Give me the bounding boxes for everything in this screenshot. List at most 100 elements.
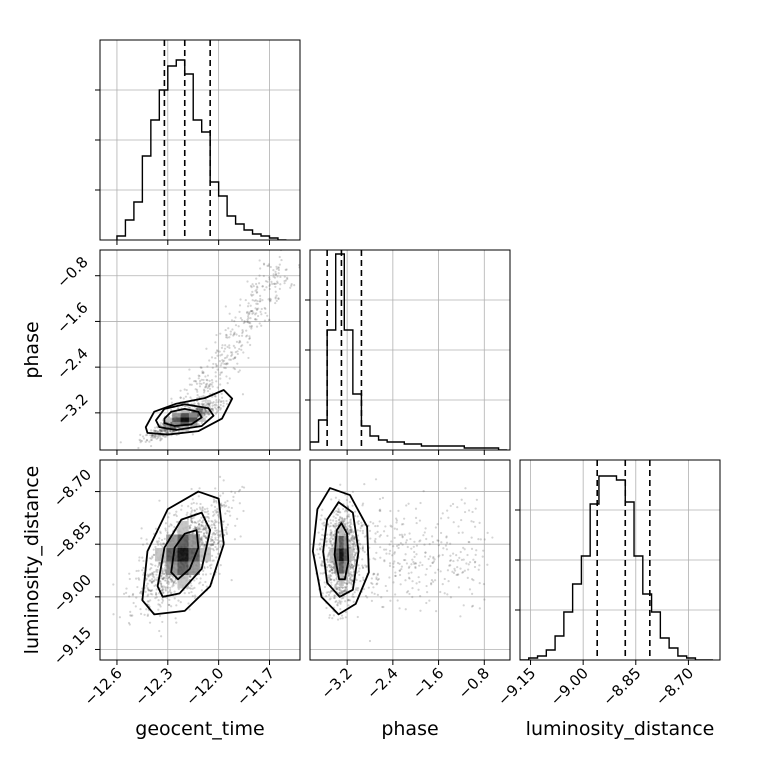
sample-point [212,514,215,517]
sample-point [247,317,250,320]
sample-point [168,512,171,515]
sample-point [168,603,171,607]
sample-point [407,566,410,569]
sample-point [345,579,348,582]
sample-point [199,409,202,412]
sample-point [158,499,161,502]
sample-point [166,431,169,434]
sample-point [162,591,165,594]
sample-point [207,410,210,413]
sample-point [190,520,193,523]
sample-point [248,311,251,314]
sample-point [431,561,434,564]
sample-point [434,526,437,529]
sample-point [280,258,283,262]
sample-point [344,610,347,614]
sample-point [172,430,175,433]
sample-point [204,409,207,412]
sample-point [220,392,223,395]
sample-point [329,578,332,581]
sample-point [419,501,422,505]
sample-point [226,382,229,385]
sample-point [212,559,215,562]
sample-point [233,367,237,371]
x-tick-label-geocent_time: −12.3 [131,664,176,709]
sample-point [209,540,213,543]
sample-point [411,587,414,590]
sample-point [162,576,166,579]
sample-point [188,368,191,371]
sample-point [353,561,357,564]
sample-point [449,564,452,567]
sample-point [225,362,229,365]
sample-point [191,594,194,598]
sample-point [419,539,422,542]
sample-point [193,521,197,524]
sample-point [204,526,207,529]
sample-point [428,543,431,546]
sample-point [348,532,351,535]
contour-mid [156,511,212,598]
sample-point [170,605,173,608]
sample-point [210,504,213,507]
sample-point [214,356,217,360]
sample-point [155,540,158,543]
sample-point [112,583,115,586]
sample-point [338,588,341,591]
sample-point [376,593,379,597]
sample-point [350,536,353,540]
sample-point [162,424,165,427]
sample-point [205,347,208,350]
sample-point [323,581,326,584]
sample-point [325,537,328,540]
sample-point [330,535,333,538]
sample-point [486,563,489,566]
sample-point [259,267,262,270]
sample-point [205,536,208,540]
sample-point [335,587,338,590]
sample-point [172,583,175,586]
sample-point [218,530,221,533]
sample-point [157,540,160,543]
sample-point [426,591,429,594]
sample-point [180,504,183,507]
sample-point [326,560,330,564]
sample-point [329,542,333,545]
sample-point [232,367,235,370]
density-cell [177,547,189,562]
sample-point [210,379,214,382]
sample-point [343,518,346,521]
sample-point [343,533,347,537]
sample-point [169,523,172,526]
sample-point [401,535,404,538]
sample-point [372,557,375,560]
sample-point [340,590,343,593]
sample-point [190,383,193,386]
sample-point [202,569,205,572]
sample-point [160,585,163,588]
sample-point [408,577,411,580]
sample-point [169,578,172,581]
contour-inner [333,522,350,581]
density-cell [334,535,340,549]
sample-point [214,375,217,378]
sample-point [328,616,331,619]
sample-point [213,404,216,407]
sample-point [202,412,205,415]
sample-point [339,617,342,620]
sample-point [204,375,207,378]
sample-point [414,516,418,519]
sample-point [270,280,273,283]
sample-point [429,564,432,568]
sample-point [202,404,205,407]
sample-point [246,280,249,283]
sample-point [344,616,347,619]
sample-point [449,596,453,599]
sample-point [328,533,332,536]
sample-point [151,593,154,596]
sample-point [356,589,359,592]
sample-point [221,344,224,347]
sample-point [321,522,324,525]
sample-point [173,579,177,583]
sample-point [200,524,203,527]
